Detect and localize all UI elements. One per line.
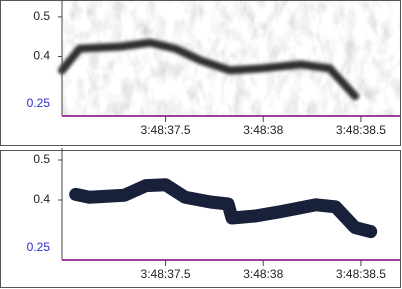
screenshot: 0.4 0.5 0.25 3:48:37.5 3:48:38 3:48:38.5 0.4 0.…	[0, 0, 402, 289]
x-tick-label: 3:48:38	[243, 123, 283, 137]
spectrogram-background	[62, 1, 400, 116]
y-tick-label: 0.4	[33, 192, 50, 206]
page: {"chart_data": [ {"type": "line", "x": […	[0, 0, 402, 289]
y-tick-label: 0.4	[33, 49, 50, 63]
x-tick-label: 3:48:37.5	[141, 123, 191, 137]
trace	[76, 185, 371, 232]
y-tick-label: 0.5	[33, 152, 50, 166]
x-tick-label: 3:48:38	[243, 267, 283, 281]
y-min-label: 0.25	[27, 240, 51, 254]
x-tick-label: 3:48:37.5	[141, 267, 191, 281]
x-tick-label: 3:48:38.5	[336, 123, 386, 137]
x-tick-label: 3:48:38.5	[336, 267, 386, 281]
y-tick-label: 0.5	[33, 9, 50, 23]
y-min-label: 0.25	[27, 96, 51, 110]
